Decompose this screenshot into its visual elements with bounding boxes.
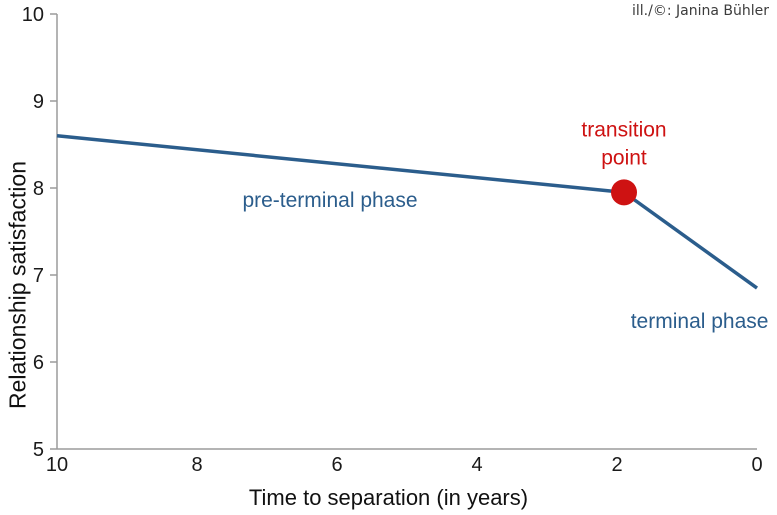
x-tick-label: 0	[751, 454, 762, 476]
transition-point-label: transition point	[581, 118, 667, 170]
x-tick-label: 8	[191, 454, 202, 476]
y-tick-label: 9	[33, 91, 44, 113]
transition-point-marker	[611, 179, 637, 206]
x-tick-label: 4	[471, 454, 482, 476]
pre-terminal-phase-label: pre-terminal phase	[242, 188, 418, 212]
x-tick-label: 2	[611, 454, 622, 476]
y-tick-label: 8	[33, 178, 44, 200]
x-axis-title: Time to separation (in years)	[248, 485, 529, 510]
y-axis-title: Relationship satisfaction	[4, 160, 31, 410]
illustration-credit: ill./©: Janina Bühler	[632, 3, 769, 19]
y-tick-label: 5	[33, 439, 44, 461]
x-tick-label: 10	[46, 454, 68, 476]
x-tick-label: 6	[331, 454, 342, 476]
terminal-phase-label: terminal phase	[630, 309, 769, 333]
y-tick-label: 10	[22, 4, 44, 26]
y-tick-label: 7	[33, 265, 44, 287]
y-tick-label: 6	[33, 352, 44, 374]
